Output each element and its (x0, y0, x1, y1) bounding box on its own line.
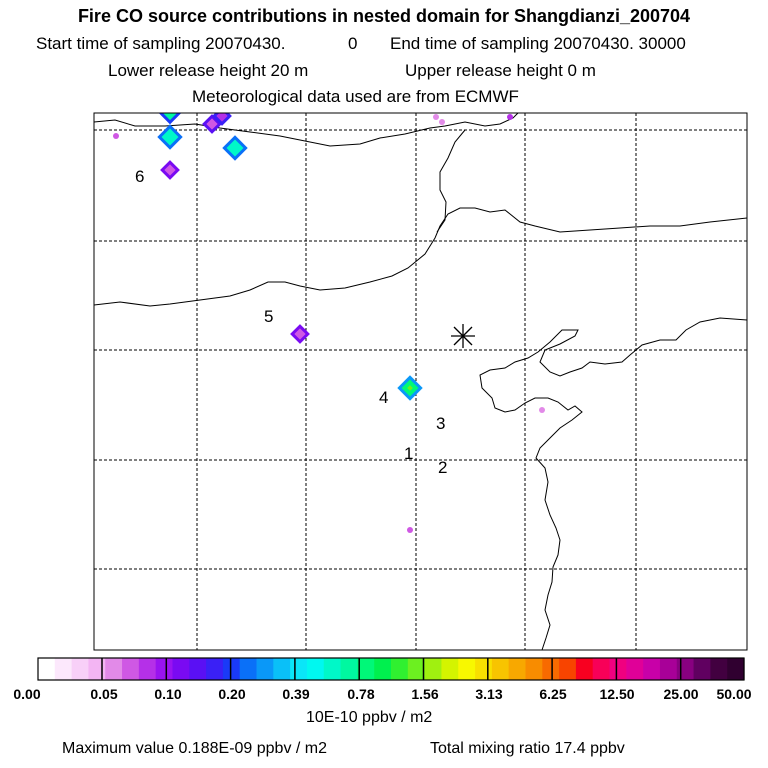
source-cell (407, 527, 413, 533)
start-time-label: Start time of sampling 20070430. (36, 34, 286, 53)
legend-color-cell (542, 658, 560, 680)
legend-color-cell (592, 658, 611, 680)
legend-tick-label: 3.13 (475, 686, 503, 702)
legend-color-cell (441, 658, 459, 680)
legend-color-cell (710, 658, 728, 680)
legend-color-cell (206, 658, 224, 680)
map-title: Fire CO source contributions in nested d… (77, 6, 691, 26)
map-label-2: 2 (438, 458, 448, 477)
legend-tick-label: 50.00 (716, 686, 752, 702)
map-label-4: 4 (379, 388, 389, 407)
legend-color-cell (407, 658, 426, 680)
legend-color-cell (290, 658, 308, 680)
legend-frame (37, 657, 745, 681)
legend-tick-lines (101, 658, 682, 680)
legend-color-cell (38, 658, 56, 680)
legend-tick-label: 0.05 (90, 686, 118, 702)
legend-tick-label: 0.20 (218, 686, 246, 702)
lat-lon-grid (94, 113, 747, 650)
legend-colorbar (38, 658, 745, 680)
legend-color-cell (659, 658, 678, 680)
legend-color-cell (172, 658, 190, 680)
legend-color-cell (559, 658, 577, 680)
legend-color-cell (626, 658, 644, 680)
source-cell (507, 114, 513, 120)
legend-color-cell (357, 658, 375, 680)
legend-color-cell (122, 658, 140, 680)
legend-color-cell (54, 658, 73, 680)
fire-source-pixels (113, 113, 545, 533)
legend-color-cell (391, 658, 409, 680)
legend-tick-label: 25.00 (663, 686, 699, 702)
upper-release-height: Upper release height 0 m (405, 61, 596, 80)
legend-color-cell (340, 658, 358, 680)
legend-tick-label: 0.39 (282, 686, 310, 702)
map-frame (93, 112, 748, 651)
legend-color-cell (575, 658, 594, 680)
legend-tick-label: 0.10 (154, 686, 182, 702)
start-time-hour: 0 (348, 34, 358, 53)
maximum-value: Maximum value 0.188E-09 ppbv / m2 (62, 740, 328, 757)
legend-color-cell (71, 658, 90, 680)
legend-color-cell (222, 658, 241, 680)
legend-color-cell (525, 658, 543, 680)
source-cell (290, 324, 310, 344)
legend-color-cell (306, 658, 325, 680)
source-cell (160, 160, 180, 180)
legend-tick-label: 6.25 (539, 686, 567, 702)
source-cell (157, 124, 183, 150)
legend-color-cell (374, 658, 392, 680)
legend-tick-label: 1.56 (411, 686, 439, 702)
source-cell (433, 114, 439, 120)
source-cell (113, 133, 119, 139)
source-cell (397, 375, 423, 401)
legend-color-cell (475, 658, 493, 680)
end-time-label: End time of sampling 20070430. 30000 (390, 34, 686, 53)
legend-color-cell (239, 658, 258, 680)
legend-color-cell (676, 658, 695, 680)
legend-color-cell (458, 658, 476, 680)
legend-color-cell (693, 658, 711, 680)
legend-color-cell (727, 658, 745, 680)
map-label-3: 3 (436, 414, 446, 433)
legend-color-cell (138, 658, 157, 680)
source-cell (439, 119, 445, 125)
asterisk-icon (451, 324, 475, 348)
map-label-6: 6 (135, 167, 145, 186)
legend-color-cell (256, 658, 274, 680)
legend-tick-label: 12.50 (599, 686, 635, 702)
legend-color-cell (273, 658, 291, 680)
legend-color-cell (189, 658, 207, 680)
legend-tick-label: 0.00 (13, 686, 41, 702)
legend-color-cell (155, 658, 174, 680)
legend-color-cell (105, 658, 123, 680)
legend-color-cell (508, 658, 527, 680)
legend-unit: 10E-10 ppbv / m2 (306, 709, 433, 726)
source-cell (222, 135, 248, 161)
map-label-5: 5 (264, 307, 274, 326)
meteorological-source: Meteorological data used are from ECMWF (192, 87, 519, 106)
total-mixing-ratio: Total mixing ratio 17.4 ppbv (430, 740, 625, 757)
legend-color-cell (609, 658, 627, 680)
legend-color-cell (491, 658, 510, 680)
source-cell (539, 407, 545, 413)
legend-tick-label: 0.78 (347, 686, 375, 702)
legend-color-cell (643, 658, 661, 680)
map-label-1: 1 (404, 444, 414, 463)
lower-release-height: Lower release height 20 m (108, 61, 309, 80)
legend-color-cell (323, 658, 342, 680)
legend-color-cell (88, 658, 106, 680)
legend-color-cell (424, 658, 443, 680)
